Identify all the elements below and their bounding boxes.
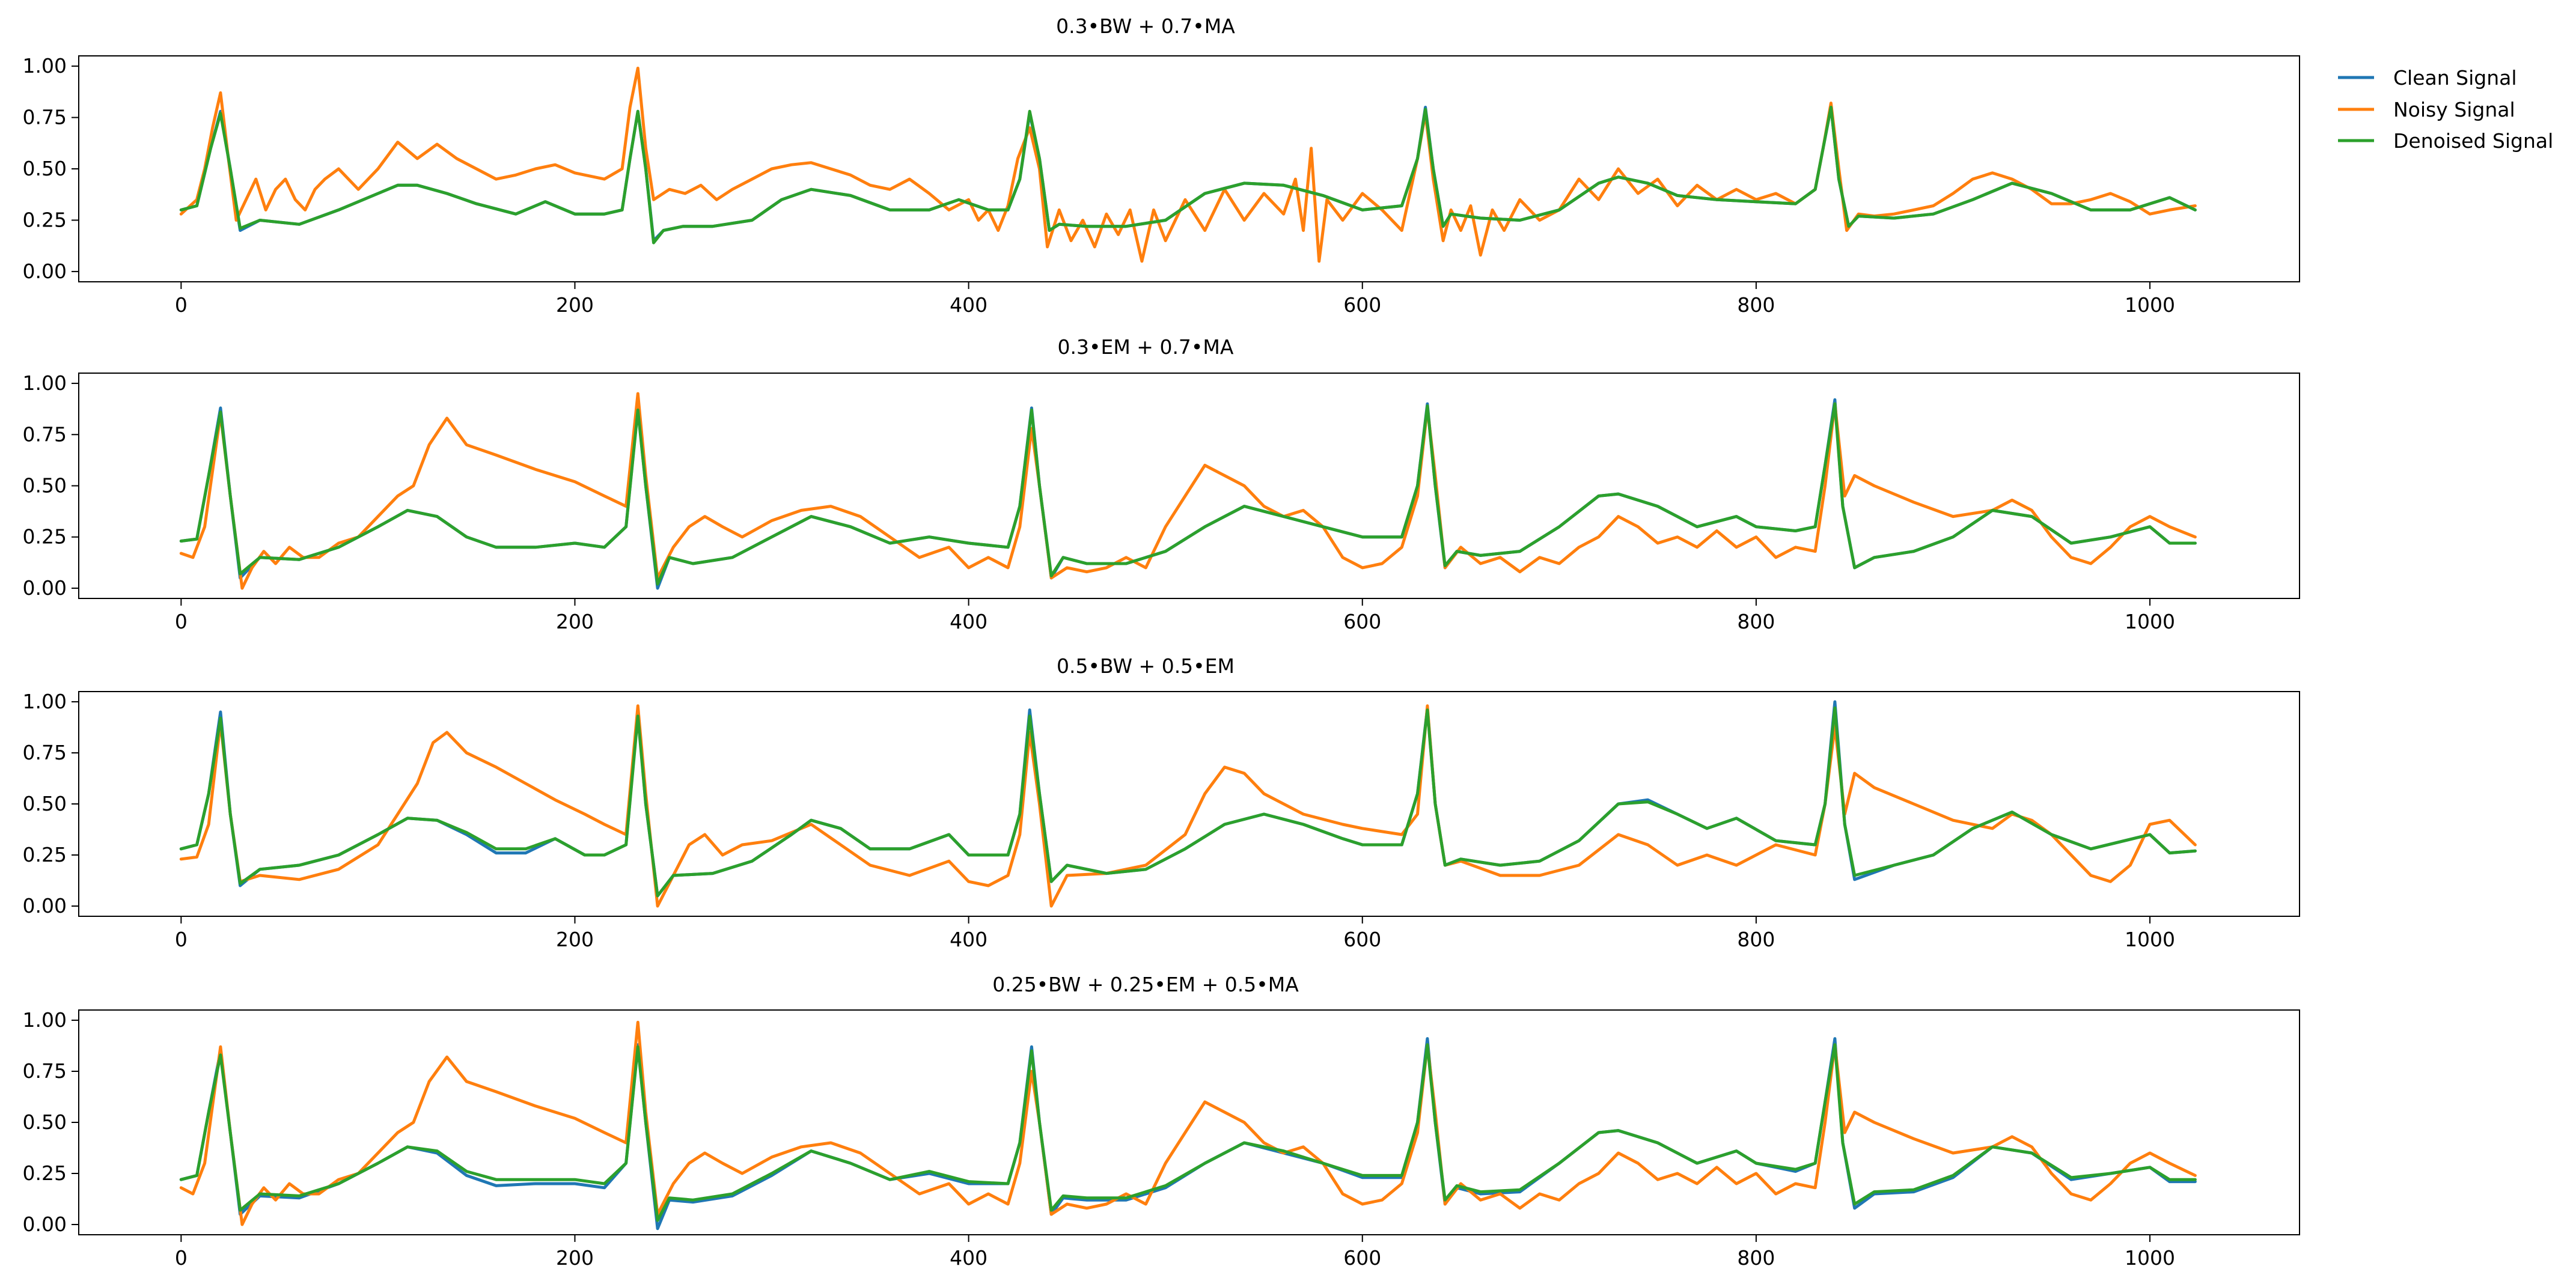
x-tick-label: 200	[556, 928, 594, 951]
y-tick-label: 0.25	[23, 208, 67, 231]
y-tick-label: 0.50	[23, 474, 67, 497]
x-tick-label: 800	[1737, 610, 1775, 633]
x-tick-label: 1000	[2125, 293, 2175, 317]
y-tick-label: 0.25	[23, 843, 67, 866]
subplot-title: 0.3•BW + 0.7•MA	[1056, 14, 1235, 38]
series-line-denoised-signal	[179, 402, 2197, 586]
y-tick-label: 1.00	[23, 371, 67, 395]
series-line-clean-signal	[179, 1037, 2197, 1231]
series-line-denoised-signal	[179, 106, 2197, 245]
subplot-title: 0.3•EM + 0.7•MA	[1058, 335, 1234, 359]
series-line-denoised-signal	[179, 1043, 2197, 1222]
x-tick-label: 1000	[2125, 610, 2175, 633]
subplot-3: 0.5•BW + 0.5•EM 0 200 400 600 800 1000 0.00 0.2…	[23, 654, 2300, 951]
x-tick-label: 600	[1343, 928, 1381, 951]
x-tick-label: 0	[175, 928, 188, 951]
y-tick-label: 0.25	[23, 525, 67, 549]
y-tick-label: 0.75	[23, 741, 67, 764]
x-tick-label: 400	[950, 1246, 987, 1270]
x-tick-label: 200	[556, 610, 594, 633]
x-tick-label: 400	[950, 928, 987, 951]
y-tick-label: 0.00	[23, 894, 67, 917]
x-tick-label: 800	[1737, 1246, 1775, 1270]
x-tick-label: 1000	[2125, 1246, 2175, 1270]
y-tick-label: 0.50	[23, 792, 67, 815]
legend-label-noisy: Noisy Signal	[2393, 98, 2515, 121]
x-tick-label: 1000	[2125, 928, 2175, 951]
legend-label-denoised: Denoised Signal	[2393, 129, 2553, 153]
x-tick-label: 800	[1737, 928, 1775, 951]
series-line-noisy-signal	[179, 392, 2197, 590]
x-tick-label: 800	[1737, 293, 1775, 317]
plot-frame	[78, 691, 2300, 917]
series-line-noisy-signal	[179, 1020, 2197, 1226]
subplot-4: 0.25•BW + 0.25•EM + 0.5•MA 0 200 400 600 800…	[23, 973, 2300, 1270]
x-tick-label: 600	[1343, 1246, 1381, 1270]
y-tick-label: 1.00	[23, 54, 67, 78]
y-tick-label: 0.75	[23, 106, 67, 129]
x-tick-label: 0	[175, 293, 188, 317]
series-line-denoised-signal	[179, 706, 2197, 898]
y-tick-label: 0.75	[23, 422, 67, 446]
subplot-2: 0.3•EM + 0.7•MA 0 200 400 600 800 1000 0.00 0.2…	[23, 335, 2300, 633]
x-tick-label: 400	[950, 293, 987, 317]
x-tick-label: 200	[556, 1246, 594, 1270]
y-tick-label: 0.25	[23, 1161, 67, 1185]
x-tick-label: 200	[556, 293, 594, 317]
y-tick-label: 0.75	[23, 1059, 67, 1083]
y-tick-label: 0.00	[23, 1213, 67, 1236]
y-tick-label: 0.00	[23, 576, 67, 600]
x-tick-label: 0	[175, 610, 188, 633]
series-line-noisy-signal	[179, 704, 2197, 908]
x-tick-label: 400	[950, 610, 987, 633]
y-tick-label: 0.50	[23, 157, 67, 180]
x-tick-label: 600	[1343, 293, 1381, 317]
plot-frame	[78, 55, 2300, 282]
y-tick-label: 0.50	[23, 1110, 67, 1134]
y-tick-label: 0.00	[23, 260, 67, 283]
legend: Clean Signal Noisy Signal Denoised Signa…	[2338, 66, 2553, 153]
x-tick-label: 600	[1343, 610, 1381, 633]
series-line-noisy-signal	[179, 67, 2197, 263]
subplot-1: 0.3•BW + 0.7•MA 0 200 400 600 800 1000 0.00 0.2…	[23, 14, 2300, 317]
x-tick-label: 0	[175, 1246, 188, 1270]
y-tick-label: 1.00	[23, 690, 67, 713]
y-tick-label: 1.00	[23, 1008, 67, 1032]
subplot-title: 0.5•BW + 0.5•EM	[1057, 654, 1235, 678]
subplot-title: 0.25•BW + 0.25•EM + 0.5•MA	[992, 973, 1299, 996]
legend-label-clean: Clean Signal	[2393, 66, 2517, 90]
